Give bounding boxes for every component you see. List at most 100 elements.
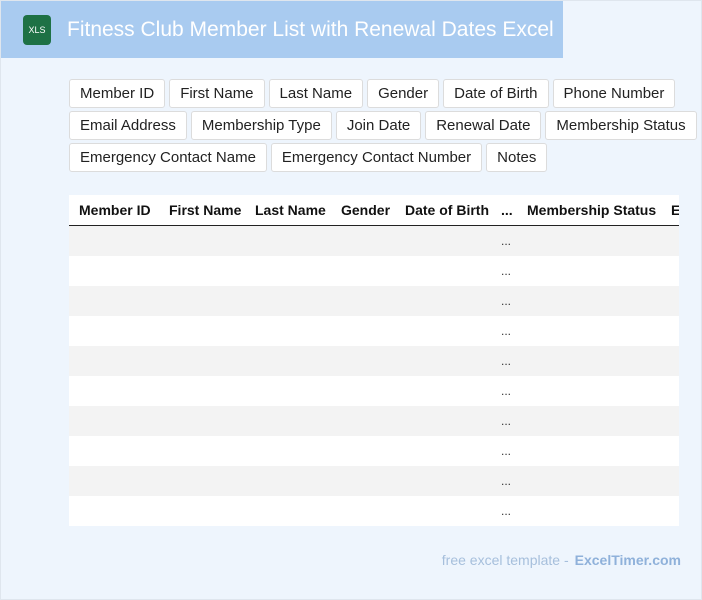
cell	[69, 436, 159, 466]
cell	[69, 346, 159, 376]
field-chip[interactable]: Member ID	[69, 79, 166, 108]
cell	[69, 406, 159, 436]
table-row: ...	[69, 406, 679, 436]
cell	[331, 406, 395, 436]
field-chip[interactable]: Gender	[367, 79, 440, 108]
cell	[331, 256, 395, 286]
cell	[69, 225, 159, 256]
cell	[661, 406, 679, 436]
cell	[331, 286, 395, 316]
header-row: Member ID First Name Last Name Gender Date o…	[69, 195, 679, 226]
cell	[245, 406, 331, 436]
header: XLS Fitness Club Member List with Renewa…	[1, 1, 563, 58]
footer: free excel template - ExcelTimer.com	[442, 552, 681, 568]
cell	[159, 346, 245, 376]
field-chip[interactable]: Membership Status	[545, 111, 697, 140]
column-header: Member ID	[69, 195, 159, 226]
cell	[331, 436, 395, 466]
cell: ...	[491, 406, 517, 436]
field-chip[interactable]: Notes	[486, 143, 548, 172]
cell	[395, 376, 491, 406]
cell: ...	[491, 436, 517, 466]
cell	[69, 316, 159, 346]
cell	[69, 256, 159, 286]
table-row: ...	[69, 496, 679, 526]
cell: ...	[491, 256, 517, 286]
column-header: Date of Birth	[395, 195, 491, 226]
field-chip[interactable]: First Name	[169, 79, 265, 108]
cell	[245, 256, 331, 286]
cell	[159, 436, 245, 466]
column-header: First Name	[159, 195, 245, 226]
cell	[331, 496, 395, 526]
cell	[517, 286, 661, 316]
table-row: ...	[69, 256, 679, 286]
table-row: ...	[69, 316, 679, 346]
table-row: ...	[69, 376, 679, 406]
cell: ...	[491, 466, 517, 496]
footer-brand[interactable]: ExcelTimer.com	[574, 552, 681, 568]
cell	[395, 256, 491, 286]
cell	[661, 436, 679, 466]
cell	[395, 286, 491, 316]
cell	[517, 256, 661, 286]
cell	[661, 256, 679, 286]
cell	[69, 286, 159, 316]
cell	[395, 225, 491, 256]
cell	[517, 376, 661, 406]
cell	[159, 406, 245, 436]
cell	[69, 376, 159, 406]
table-row: ...	[69, 286, 679, 316]
footer-text: free excel template -	[441, 552, 569, 568]
cell	[159, 225, 245, 256]
cell	[69, 466, 159, 496]
cell	[395, 406, 491, 436]
cell	[159, 316, 245, 346]
cell	[159, 466, 245, 496]
cell: ...	[491, 496, 517, 526]
cell	[159, 376, 245, 406]
field-chip[interactable]: Membership Type	[190, 111, 332, 140]
cell	[245, 346, 331, 376]
column-header: Gender	[331, 195, 395, 226]
table-row: ...	[69, 436, 679, 466]
cell	[245, 225, 331, 256]
column-header: Emergency Contact Name	[661, 195, 679, 226]
cell	[159, 496, 245, 526]
field-chip[interactable]: Phone Number	[552, 79, 676, 108]
cell	[245, 286, 331, 316]
cell	[69, 496, 159, 526]
field-chip[interactable]: Date of Birth	[443, 79, 549, 108]
page-title: Fitness Club Member List with Renewal Da…	[67, 17, 554, 41]
field-chip[interactable]: Join Date	[335, 111, 422, 140]
cell	[159, 286, 245, 316]
column-header: ...	[491, 195, 517, 226]
field-chip[interactable]: Emergency Contact Name	[69, 143, 267, 172]
data-table: Member ID First Name Last Name Gender Date o…	[69, 195, 679, 526]
field-chip[interactable]: Email Address	[69, 111, 187, 140]
cell	[661, 346, 679, 376]
field-list: Member ID First Name Last Name Gender Date o…	[69, 79, 699, 172]
cell	[245, 316, 331, 346]
cell	[661, 466, 679, 496]
cell	[517, 316, 661, 346]
column-header: Membership Status	[517, 195, 661, 226]
cell: ...	[491, 286, 517, 316]
cell	[661, 225, 679, 256]
field-chip[interactable]: Last Name	[268, 79, 364, 108]
cell	[245, 376, 331, 406]
cell	[517, 225, 661, 256]
cell	[661, 286, 679, 316]
xls-icon: XLS	[23, 14, 51, 45]
cell: ...	[491, 316, 517, 346]
cell	[395, 436, 491, 466]
cell	[395, 316, 491, 346]
cell	[517, 496, 661, 526]
cell	[517, 346, 661, 376]
cell	[245, 436, 331, 466]
cell: ...	[491, 376, 517, 406]
field-chip[interactable]: Emergency Contact Number	[270, 143, 483, 172]
table-row: ...	[69, 346, 679, 376]
field-chip[interactable]: Renewal Date	[425, 111, 542, 140]
